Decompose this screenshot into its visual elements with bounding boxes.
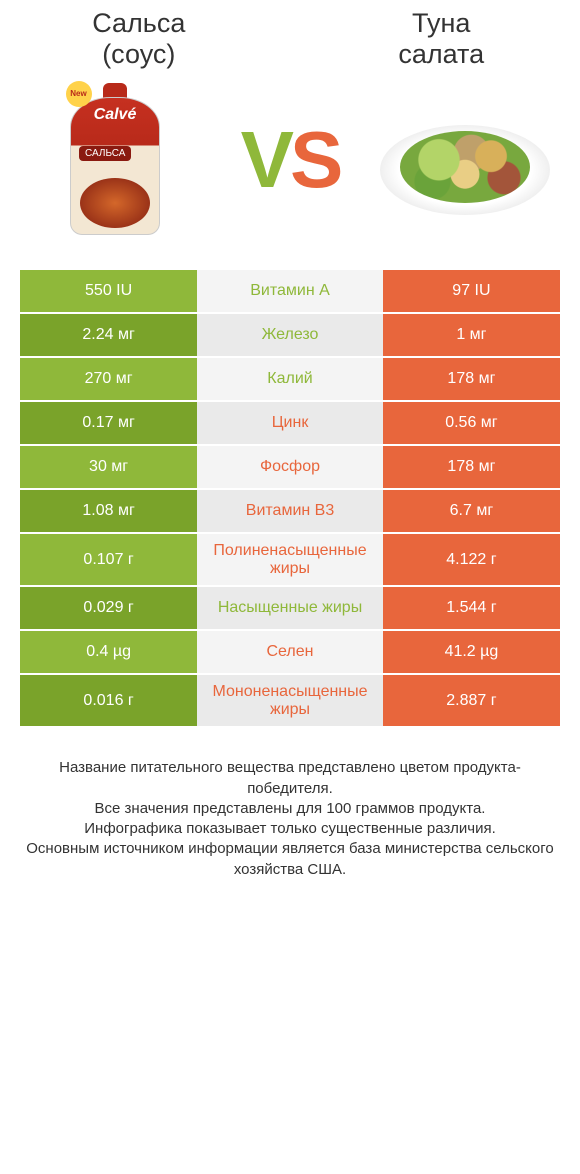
images-row: New Calvé САЛЬСА VS	[20, 80, 560, 240]
table-row: 270 мгКалий178 мг	[20, 358, 560, 402]
left-value: 0.107 г	[20, 534, 197, 587]
nutrient-name: Цинк	[197, 402, 383, 446]
table-row: 30 мгФосфор178 мг	[20, 446, 560, 490]
left-value: 1.08 мг	[20, 490, 197, 534]
nutrient-name: Мононенасыщенные жиры	[197, 675, 383, 728]
nutrient-name: Калий	[197, 358, 383, 402]
table-row: 0.17 мгЦинк0.56 мг	[20, 402, 560, 446]
vs-v: V	[241, 115, 290, 204]
nutrient-name: Фосфор	[197, 446, 383, 490]
table-row: 0.4 µgСелен41.2 µg	[20, 631, 560, 675]
left-value: 30 мг	[20, 446, 197, 490]
salsa-packet-icon: New Calvé САЛЬСА	[68, 83, 163, 238]
right-value: 178 мг	[383, 358, 560, 402]
nutrient-name: Насыщенные жиры	[197, 587, 383, 631]
left-value: 0.016 г	[20, 675, 197, 728]
table-row: 2.24 мгЖелезо1 мг	[20, 314, 560, 358]
nutrient-name: Железо	[197, 314, 383, 358]
table-row: 1.08 мгВитамин B36.7 мг	[20, 490, 560, 534]
new-badge: New	[66, 81, 92, 107]
infographic: Сальса(соус) Тунасалата New Calvé САЛЬСА…	[0, 0, 580, 900]
right-value: 4.122 г	[383, 534, 560, 587]
right-value: 41.2 µg	[383, 631, 560, 675]
left-value: 550 IU	[20, 270, 197, 314]
nutrient-table: 550 IUВитамин A97 IU2.24 мгЖелезо1 мг270…	[20, 270, 560, 728]
nutrient-name: Витамин A	[197, 270, 383, 314]
left-value: 0.17 мг	[20, 402, 197, 446]
nutrient-name: Полиненасыщенные жиры	[197, 534, 383, 587]
titles-row: Сальса(соус) Тунасалата	[20, 8, 560, 70]
nutrient-name: Витамин B3	[197, 490, 383, 534]
footer-line: Основным источником информации является …	[26, 839, 554, 880]
nutrient-name: Селен	[197, 631, 383, 675]
table-row: 550 IUВитамин A97 IU	[20, 270, 560, 314]
right-food-image	[380, 80, 550, 240]
vs-text: VS	[241, 114, 340, 206]
right-value: 2.887 г	[383, 675, 560, 728]
vs-s: S	[290, 115, 339, 204]
right-value: 178 мг	[383, 446, 560, 490]
footer-line: Все значения представлены для 100 граммо…	[26, 799, 554, 819]
packet-label: САЛЬСА	[79, 146, 131, 161]
footer-line: Название питательного вещества представл…	[26, 758, 554, 799]
right-value: 0.56 мг	[383, 402, 560, 446]
right-value: 97 IU	[383, 270, 560, 314]
table-row: 0.107 гПолиненасыщенные жиры4.122 г	[20, 534, 560, 587]
right-title: Тунасалата	[322, 8, 560, 70]
left-value: 270 мг	[20, 358, 197, 402]
left-value: 2.24 мг	[20, 314, 197, 358]
table-row: 0.016 гМононенасыщенные жиры2.887 г	[20, 675, 560, 728]
left-title: Сальса(соус)	[20, 8, 258, 70]
table-row: 0.029 гНасыщенные жиры1.544 г	[20, 587, 560, 631]
right-value: 6.7 мг	[383, 490, 560, 534]
left-value: 0.029 г	[20, 587, 197, 631]
left-food-image: New Calvé САЛЬСА	[30, 80, 200, 240]
footer-text: Название питательного вещества представл…	[20, 758, 560, 880]
right-value: 1.544 г	[383, 587, 560, 631]
brand-text: Calvé	[71, 106, 159, 124]
left-value: 0.4 µg	[20, 631, 197, 675]
right-value: 1 мг	[383, 314, 560, 358]
footer-line: Инфографика показывает только существенн…	[26, 819, 554, 839]
tuna-salad-icon	[380, 105, 550, 215]
